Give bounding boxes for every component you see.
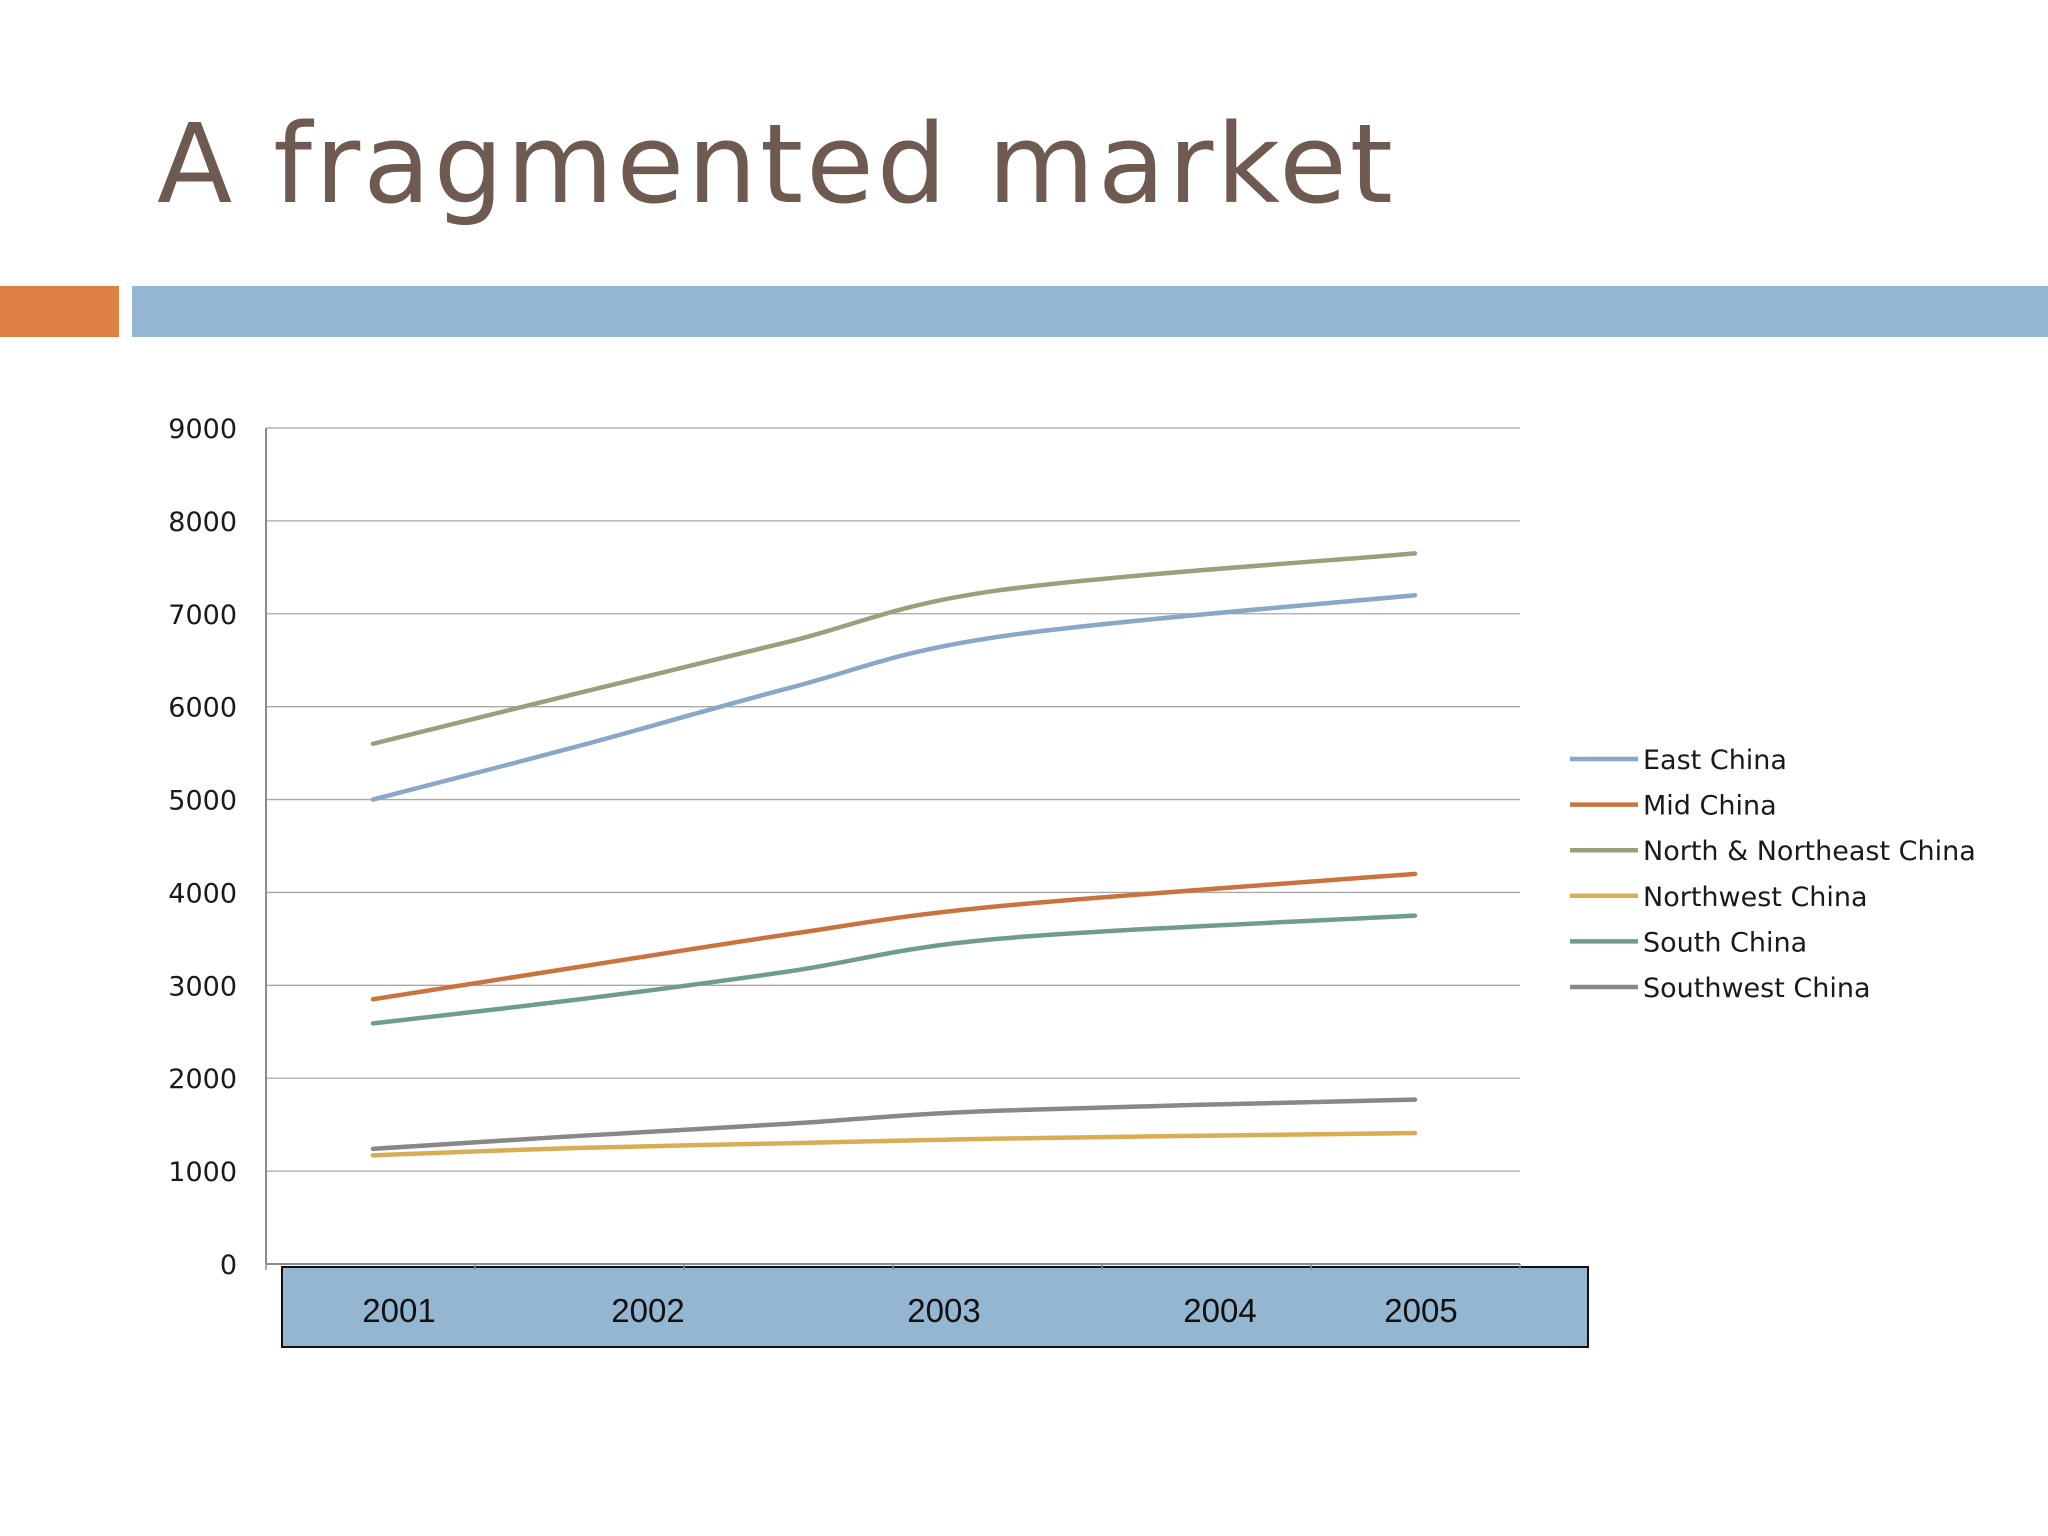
slide-title: A fragmented market — [157, 100, 1396, 228]
legend-label: Northwest China — [1643, 882, 1868, 913]
x-tick-label: 2004 — [1183, 1292, 1256, 1329]
x-tick-label: 2003 — [907, 1292, 980, 1329]
y-tick-label: 9000 — [168, 414, 237, 445]
x-tick-label: 2005 — [1384, 1292, 1457, 1329]
series-line — [370, 871, 1418, 1002]
x-axis: 2001 2002 2003 2004 2005 — [265, 1264, 1521, 1329]
legend-label: North & Northeast China — [1643, 836, 1976, 867]
y-tick-label: 3000 — [168, 971, 237, 1002]
y-tick-label: 4000 — [168, 878, 237, 909]
y-tick-label: 5000 — [168, 786, 237, 817]
series-line — [370, 1130, 1418, 1158]
y-tick-label: 7000 — [168, 600, 237, 631]
x-axis-band — [281, 1266, 1589, 1348]
y-tick-label: 0 — [220, 1250, 237, 1281]
y-tick-label: 6000 — [168, 693, 237, 724]
y-tick-label: 1000 — [168, 1157, 237, 1188]
series-lines — [370, 551, 1418, 1158]
legend-label: South China — [1643, 927, 1807, 958]
accent-bar-orange — [0, 286, 119, 337]
series-line — [370, 592, 1418, 802]
legend-label: Mid China — [1643, 791, 1777, 822]
x-tick-label: 2002 — [611, 1292, 684, 1329]
x-tick-label: 2001 — [362, 1292, 435, 1329]
y-tick-label: 2000 — [168, 1064, 237, 1095]
y-tick-label: 8000 — [168, 507, 237, 538]
y-axis: 0 1000 2000 3000 4000 5000 6000 7000 8000 9000 — [168, 414, 267, 1281]
legend: East China Mid China North & Northeast Chi… — [1570, 745, 1976, 1004]
accent-bar-blue — [132, 286, 2048, 337]
series-line — [370, 913, 1418, 1026]
legend-label: Southwest China — [1643, 973, 1871, 1004]
legend-label: East China — [1643, 745, 1787, 776]
series-line — [370, 1097, 1418, 1152]
series-line — [370, 551, 1418, 747]
